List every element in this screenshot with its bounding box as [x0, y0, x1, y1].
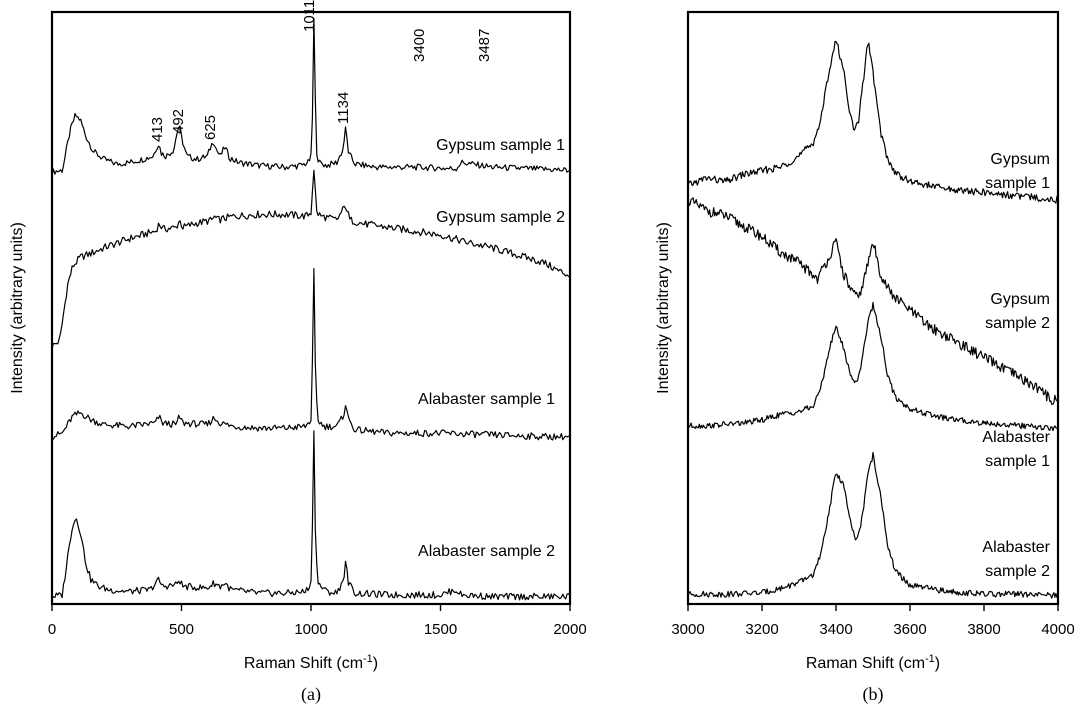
y-axis-title: Intensity (arbitrary units) [655, 222, 672, 394]
panel-a-raman-spectra: 0 500 1000 1500 2000 Raman Shift (cm-1) Intens… [9, 0, 587, 705]
series-label: Gypsum sample 1 [985, 151, 1050, 192]
series-trace [51, 17, 570, 176]
panel-caption: (a) [301, 684, 321, 705]
peak-label: 1134 [335, 92, 352, 124]
series-label: Gypsum sample 1 [436, 137, 565, 154]
x-tick-label: 4000 [1041, 621, 1074, 638]
series-label: Alabaster sample 2 [418, 543, 555, 560]
series-trace [51, 169, 571, 349]
panel-b-raman-spectra: 3000 3200 3400 3600 3800 4000 Raman Shift (cm-… [411, 10, 1075, 705]
peak-label: 625 [202, 115, 219, 140]
series-trace [687, 451, 1059, 599]
series-trace [51, 430, 571, 601]
x-tick-label: 2000 [553, 621, 586, 638]
x-tick-label: 3000 [671, 621, 704, 638]
series-label: Alabaster sample 1 [982, 429, 1050, 470]
x-tick-label: 3400 [819, 621, 852, 638]
series-trace [51, 268, 571, 441]
peak-label: 413 [149, 117, 166, 142]
series-label: Alabaster sample 2 [982, 539, 1050, 580]
series-label: Gypsum sample 2 [436, 209, 565, 226]
x-tick-label: 1500 [424, 621, 457, 638]
series-trace [687, 301, 1059, 432]
y-axis-title: Intensity (arbitrary units) [9, 222, 26, 394]
x-tick-label: 500 [169, 621, 194, 638]
peak-label: 3487 [476, 29, 493, 62]
x-tick-label: 3200 [745, 621, 778, 638]
plot-frame [686, 10, 1060, 606]
peak-label: 3400 [411, 29, 428, 62]
series-trace [687, 40, 1059, 204]
peak-label: 1011 [301, 0, 318, 32]
x-tick-label: 1000 [294, 621, 327, 638]
plot-frame [50, 10, 572, 606]
series-label: Gypsum sample 2 [985, 291, 1050, 332]
x-tick-label: 0 [48, 621, 56, 638]
x-axis-title: Raman Shift (cm-1) [806, 653, 940, 672]
x-tick-label: 3800 [967, 621, 1000, 638]
x-tick-label: 3600 [893, 621, 926, 638]
series-label: Alabaster sample 1 [418, 391, 555, 408]
series-trace [687, 196, 1059, 405]
panel-caption: (b) [863, 684, 884, 705]
x-axis-title: Raman Shift (cm-1) [244, 653, 378, 672]
peak-label: 492 [170, 109, 187, 134]
